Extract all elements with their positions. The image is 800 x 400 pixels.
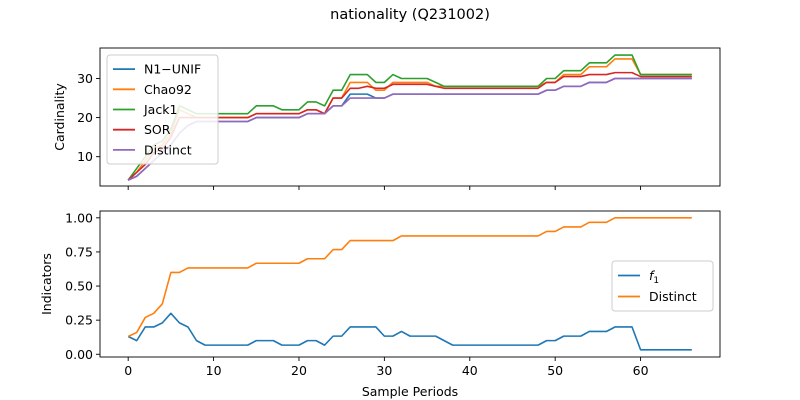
y-axis-label: Cardinality	[52, 83, 67, 151]
series-line-2	[127, 54, 692, 181]
series-line-4	[127, 77, 692, 181]
legend-label-3: SOR	[144, 122, 171, 137]
y-tick-label: 0.25	[65, 313, 93, 328]
series-line-3	[127, 71, 692, 181]
y-tick-label: 10	[77, 149, 93, 164]
indicators-panel: 0.00 0.25 0.50 0.75 1.00 0 10 20 30 40 50 60 Indicat…	[39, 210, 721, 399]
x-tick-label: 10	[206, 363, 222, 378]
legend-label-0: f1	[649, 268, 659, 286]
x-tick-label: 60	[633, 363, 649, 378]
series-line-1	[127, 217, 692, 338]
y-tick-label: 0.75	[65, 244, 93, 259]
chart-title: nationality (Q231002)	[330, 7, 490, 23]
legend-box	[611, 260, 714, 312]
x-tick-label: 20	[291, 363, 307, 378]
series-line-0	[127, 312, 692, 351]
legend-label-4: Distinct	[144, 142, 192, 157]
y-tick-label: 0.50	[65, 279, 93, 294]
cardinality-panel: 10 20 30 Cardinality N1−UNIF Chao92 Jack1 SOR Di…	[52, 47, 721, 190]
plot-frame	[99, 210, 721, 358]
y-tick-label: 20	[77, 110, 93, 125]
legend-label-0: N1−UNIF	[144, 62, 201, 77]
y-axis-label: Indicators	[39, 253, 54, 315]
y-tick-label: 0.00	[65, 347, 93, 362]
legend-label-1: Distinct	[649, 289, 697, 304]
legend-label-1: Chao92	[144, 82, 192, 97]
x-axis-label: Sample Periods	[362, 384, 458, 399]
y-tick-label: 30	[77, 71, 93, 86]
y-tick-label: 1.00	[65, 210, 93, 225]
x-tick-label: 40	[462, 363, 478, 378]
x-tick-label: 0	[124, 363, 132, 378]
legend-box	[106, 54, 219, 165]
legend-label-2: Jack1	[143, 102, 177, 117]
plot-frame	[99, 47, 721, 187]
x-tick-label: 30	[376, 363, 392, 378]
x-tick-label: 50	[547, 363, 563, 378]
